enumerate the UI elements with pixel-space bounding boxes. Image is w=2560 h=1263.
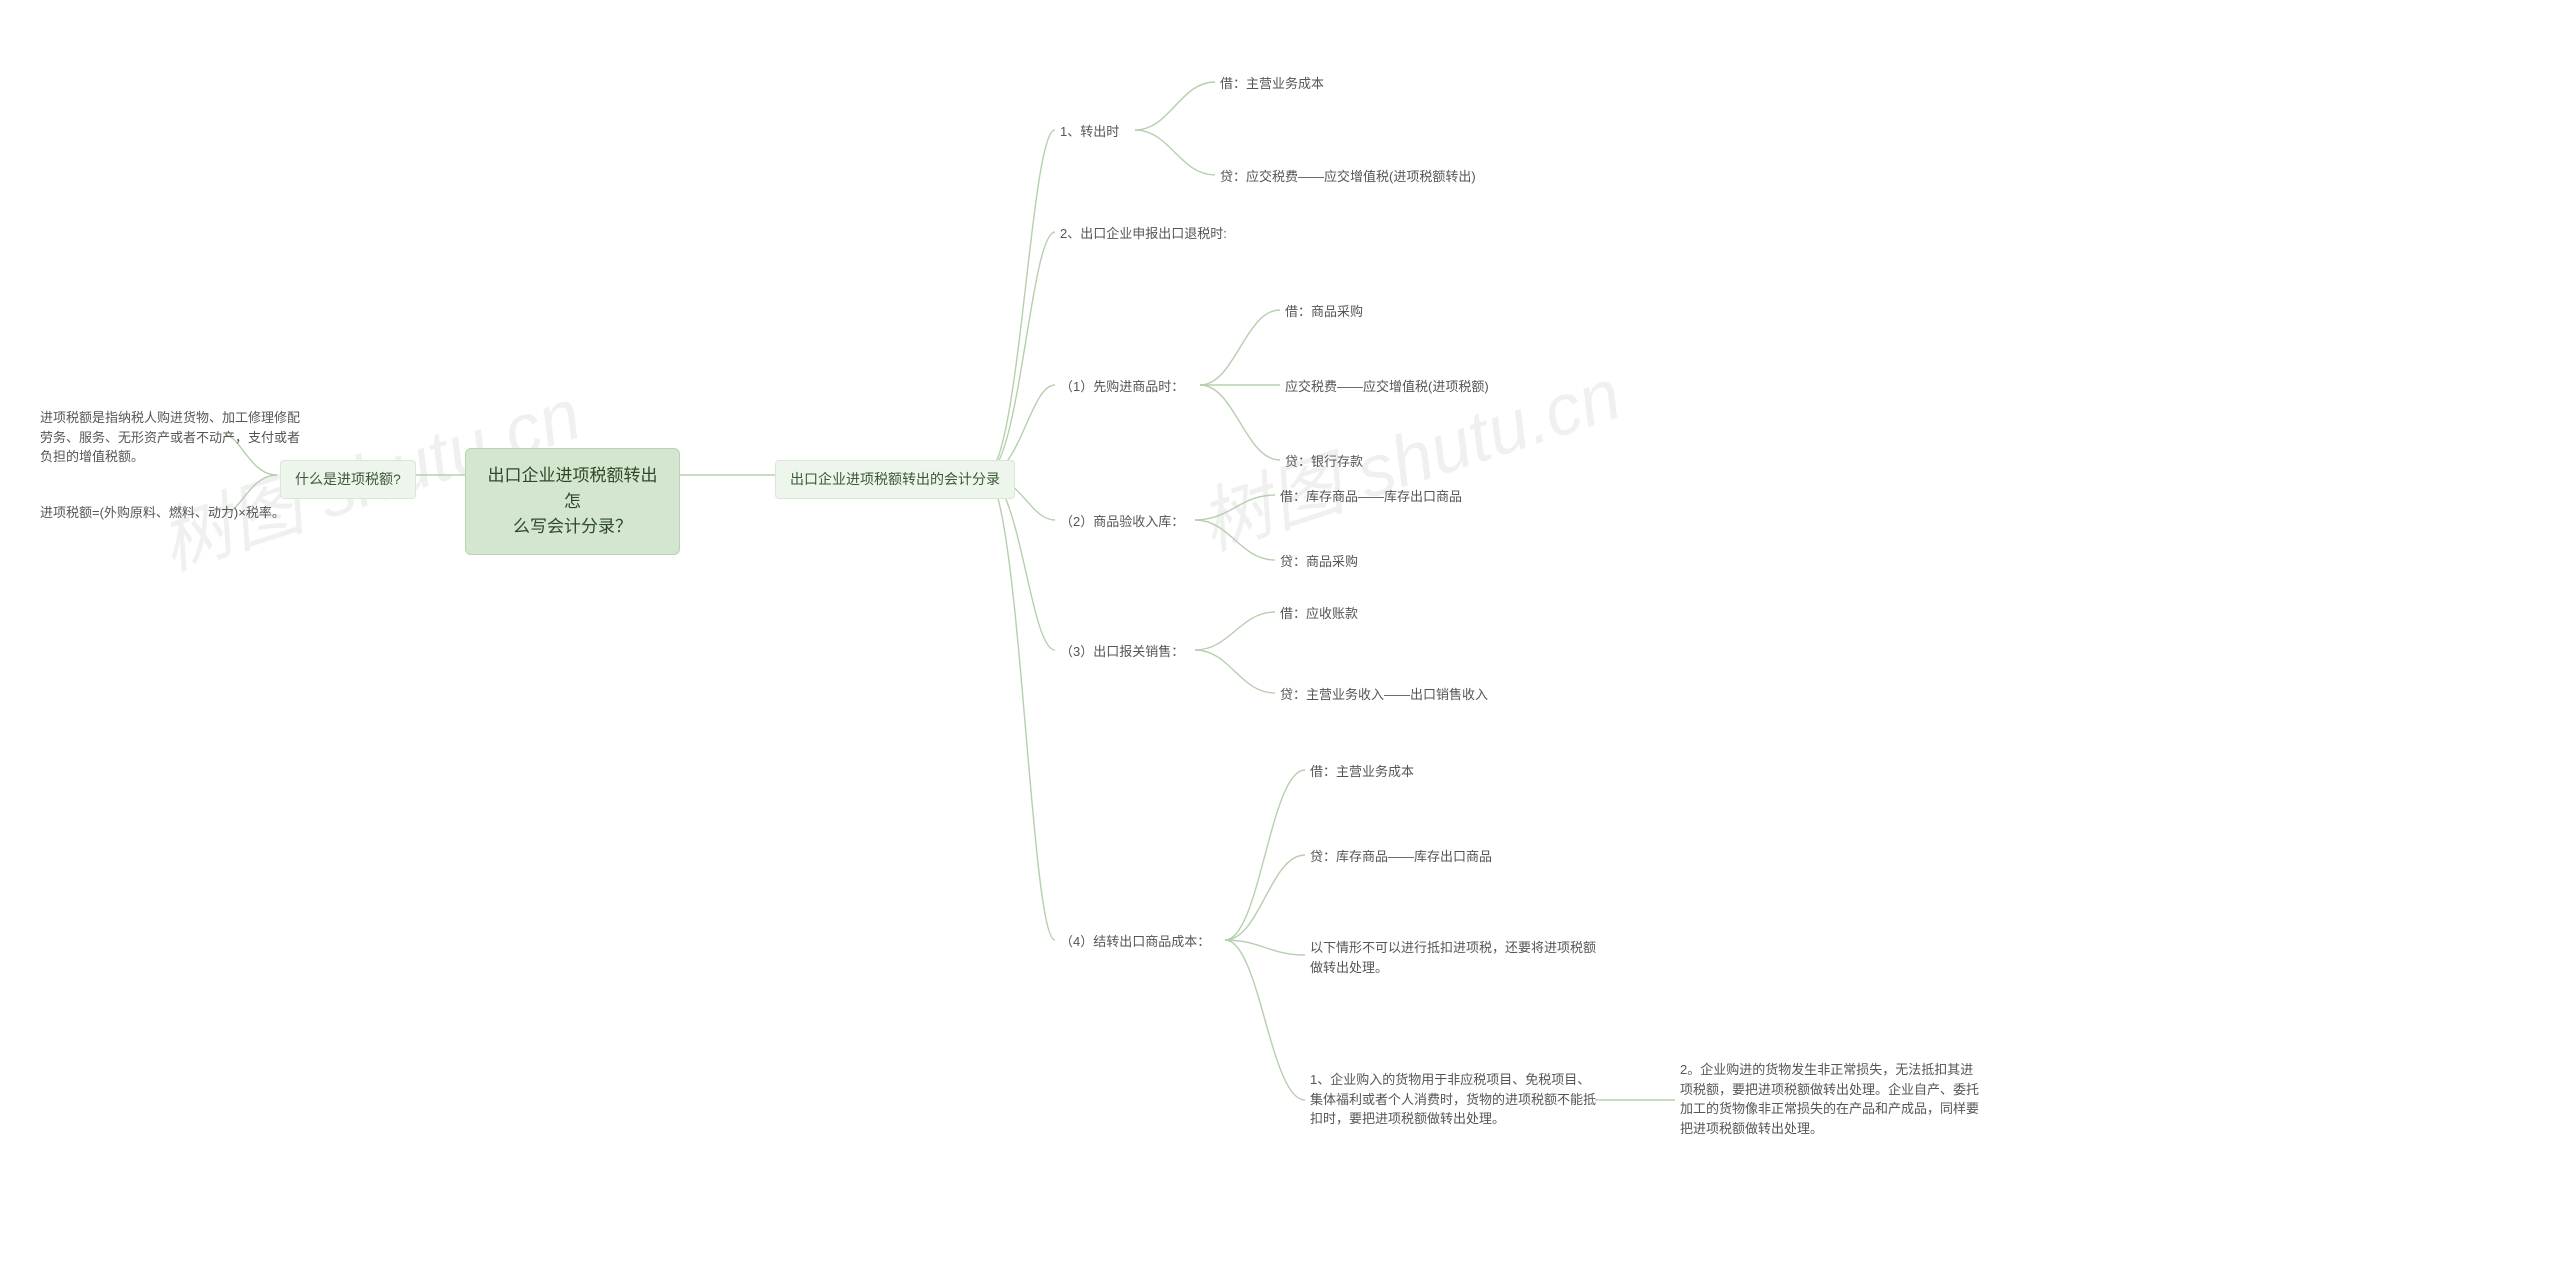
root-node: 出口企业进项税额转出怎 么写会计分录？ [465, 448, 680, 555]
watermark: 树图 shutu.cn [1184, 335, 1631, 570]
r-n1-c0: 借：主营业务成本 [1220, 74, 1324, 94]
r-n6-c1: 贷：库存商品——库存出口商品 [1310, 847, 1492, 867]
r-n2-label: 2、出口企业申报出口退税时: [1060, 224, 1227, 244]
r-n4-label: （2）商品验收入库： [1060, 512, 1184, 532]
r-n1-c1: 贷：应交税费——应交增值税(进项税额转出) [1220, 167, 1476, 187]
r-n5-c1: 贷：主营业务收入——出口销售收入 [1280, 685, 1488, 705]
left-leaf-2: 进项税额=(外购原料、燃料、动力)×税率。 [40, 503, 300, 523]
r-n3-label: （1）先购进商品时： [1060, 377, 1184, 397]
left-branch: 什么是进项税额? [280, 460, 416, 499]
r-n5-c0: 借：应收账款 [1280, 604, 1358, 624]
r-n6-c2: 以下情形不可以进行抵扣进项税，还要将进项税额做转出处理。 [1310, 938, 1600, 977]
left-leaf-1: 进项税额是指纳税人购进货物、加工修理修配劳务、服务、无形资产或者不动产，支付或者… [40, 408, 300, 467]
r-n3-c1: 应交税费——应交增值税(进项税额) [1285, 377, 1489, 397]
r-n6-c3: 1、企业购入的货物用于非应税项目、免税项目、集体福利或者个人消费时，货物的进项税… [1310, 1070, 1600, 1129]
r-n5-label: （3）出口报关销售： [1060, 642, 1184, 662]
root-text-line2: 么写会计分录？ [486, 514, 659, 540]
root-text-line1: 出口企业进项税额转出怎 [486, 463, 659, 514]
r-n6-c0: 借：主营业务成本 [1310, 762, 1414, 782]
r-n6-label: （4）结转出口商品成本： [1060, 932, 1210, 952]
r-n3-c0: 借：商品采购 [1285, 302, 1363, 322]
r-n1-label: 1、转出时 [1060, 122, 1119, 142]
r-n4-c1: 贷：商品采购 [1280, 552, 1358, 572]
r-n4-c0: 借：库存商品——库存出口商品 [1280, 487, 1462, 507]
r-n6-extra: 2。企业购进的货物发生非正常损失，无法抵扣其进项税额，要把进项税额做转出处理。企… [1680, 1060, 1980, 1138]
connector-layer [0, 0, 2560, 1263]
right-branch: 出口企业进项税额转出的会计分录 [775, 460, 1015, 499]
r-n3-c2: 贷：银行存款 [1285, 452, 1363, 472]
